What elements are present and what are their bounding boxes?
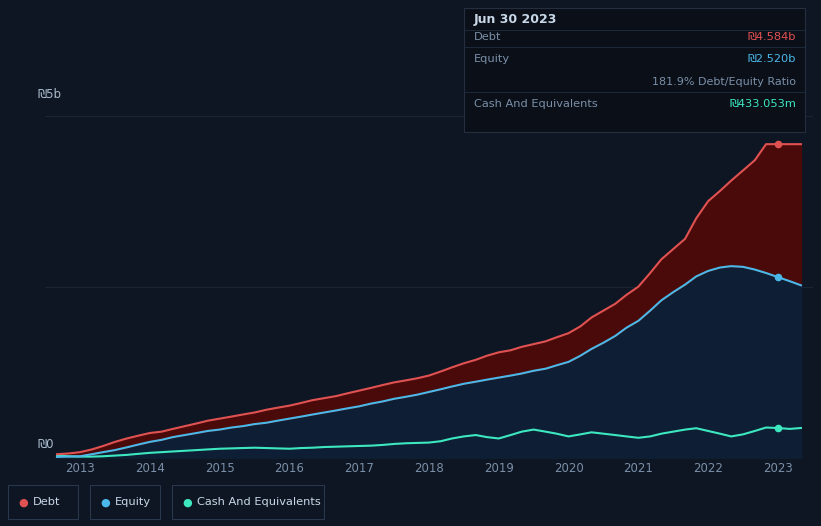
Point: [771, 140, 784, 148]
Text: ●: ●: [182, 497, 192, 508]
Text: ●: ●: [18, 497, 28, 508]
Text: Cash And Equivalents: Cash And Equivalents: [474, 99, 598, 109]
Point: [771, 273, 784, 281]
Text: Equity: Equity: [474, 54, 510, 65]
Text: Jun 30 2023: Jun 30 2023: [474, 13, 557, 26]
Text: Cash And Equivalents: Cash And Equivalents: [197, 497, 321, 508]
Text: ₪0: ₪0: [38, 438, 54, 451]
Text: ₪4.584b: ₪4.584b: [748, 32, 796, 42]
Point: [771, 424, 784, 432]
Text: Debt: Debt: [474, 32, 501, 42]
Text: Equity: Equity: [115, 497, 151, 508]
Text: 181.9% Debt/Equity Ratio: 181.9% Debt/Equity Ratio: [653, 76, 796, 87]
Text: ₪433.053m: ₪433.053m: [730, 99, 796, 109]
Text: ●: ●: [100, 497, 110, 508]
Text: Debt: Debt: [33, 497, 60, 508]
Text: ₪5b: ₪5b: [38, 88, 62, 102]
Text: ₪2.520b: ₪2.520b: [748, 54, 796, 65]
